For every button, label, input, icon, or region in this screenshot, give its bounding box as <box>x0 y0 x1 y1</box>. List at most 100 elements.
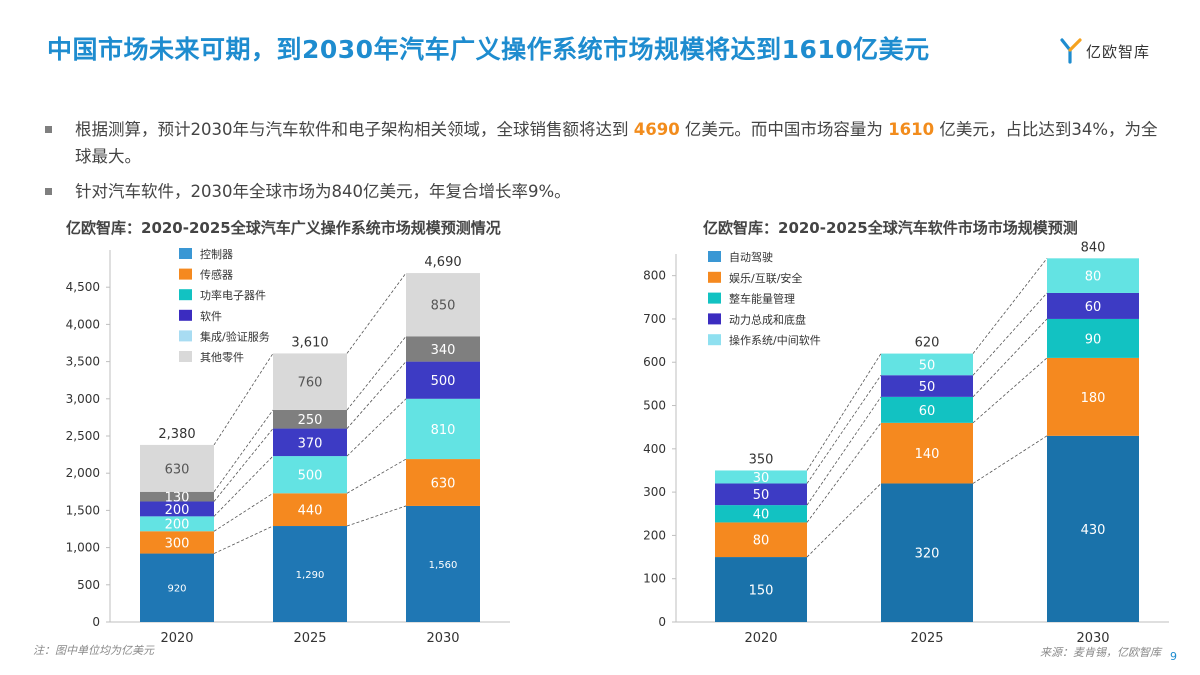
data-label: 150 <box>749 583 774 598</box>
bar-segment <box>140 501 214 517</box>
connector-line <box>346 458 407 494</box>
data-label: 80 <box>753 534 770 549</box>
bar-segment <box>140 491 214 502</box>
page-title: 中国市场未来可期，到2030年汽车广义操作系统市场规模将达到1610亿美元 <box>47 35 930 64</box>
footnote: 注：图中单位均为亿美元 <box>33 644 154 657</box>
bar-segment <box>273 428 347 457</box>
data-label: 1,290 <box>296 570 325 581</box>
bar-segment <box>881 353 973 376</box>
connector-line <box>806 374 882 484</box>
data-label: 90 <box>1085 332 1102 347</box>
bar-segment <box>406 459 480 506</box>
bullet-text: 亿美元。而中国市场容量为 <box>679 120 889 139</box>
data-label: 440 <box>298 504 323 519</box>
connector-line <box>972 435 1048 484</box>
data-label: 630 <box>431 476 456 491</box>
y-tick-label: 1,000 <box>66 541 100 555</box>
bar-segment <box>406 273 480 337</box>
bar-segment <box>715 505 807 523</box>
bullet-list: 根据测算，预计2030年与汽车软件和电子架构相关领域，全球销售额将达到 4690… <box>45 116 1165 213</box>
x-tick-label: 2025 <box>910 631 943 646</box>
data-label: 630 <box>165 462 190 477</box>
total-label: 840 <box>1081 240 1106 255</box>
data-label: 40 <box>753 508 770 523</box>
legend-label: 功率电子器件 <box>200 288 266 302</box>
legend-swatch <box>708 292 721 304</box>
logo-text: 亿欧智库 <box>1086 42 1151 61</box>
y-tick-label: 800 <box>643 269 666 283</box>
y-tick-label: 100 <box>643 572 666 586</box>
y-tick-label: 3,500 <box>66 355 100 369</box>
bar-segment <box>406 336 480 362</box>
y-tick-label: 2,000 <box>66 466 100 480</box>
legend-swatch <box>708 271 721 283</box>
source-note: 来源：麦肯锡，亿欧智库 <box>1040 646 1161 659</box>
bar-segment <box>140 531 214 554</box>
legend-swatch <box>179 289 192 301</box>
legend-label: 其他零件 <box>200 351 244 364</box>
bar-segment <box>881 422 973 484</box>
bullet-item-1: 根据测算，预计2030年与汽车软件和电子架构相关领域，全球销售额将达到 4690… <box>45 116 1165 170</box>
chart-right-title: 亿欧智库：2020-2025全球汽车软件市场市场规模预测 <box>703 219 1078 237</box>
y-tick-label: 300 <box>643 485 666 499</box>
bar-segment <box>715 470 807 484</box>
bar-segment <box>881 396 973 423</box>
connector-line <box>806 483 882 558</box>
data-label: 30 <box>753 471 770 486</box>
highlight-china-market: 1610 <box>888 120 935 139</box>
data-label: 500 <box>431 374 456 389</box>
data-label: 250 <box>298 413 323 428</box>
connector-line <box>213 428 274 502</box>
y-tick-label: 4,000 <box>66 317 100 331</box>
bar-segment <box>273 493 347 527</box>
connector-line <box>213 353 274 446</box>
logo-mark-icon <box>1060 38 1082 64</box>
connector-line <box>213 525 274 554</box>
data-label: 810 <box>431 423 456 438</box>
connector-line <box>972 318 1048 398</box>
y-tick-label: 600 <box>643 355 666 369</box>
legend-label: 软件 <box>200 309 222 323</box>
bullet-square-icon <box>45 188 52 195</box>
total-label: 2,380 <box>158 427 195 442</box>
bar-segment <box>1047 258 1139 293</box>
bullet-text: 亿美元，占比达到34%，为全球最大。 <box>75 120 1158 166</box>
bar-segment <box>140 516 214 532</box>
bar-segment <box>273 456 347 494</box>
data-label: 50 <box>919 380 936 395</box>
legend-label: 传感器 <box>200 269 233 282</box>
total-label: 4,690 <box>424 255 461 270</box>
legend-swatch <box>179 351 192 362</box>
legend-label: 娱乐/互联/安全 <box>729 271 802 285</box>
y-tick-label: 4,500 <box>66 280 100 294</box>
legend-label: 控制器 <box>200 247 233 261</box>
legend-label: 集成/验证服务 <box>200 329 270 343</box>
data-label: 850 <box>431 299 456 314</box>
data-label: 140 <box>915 447 940 462</box>
legend-swatch <box>179 309 192 321</box>
bar-segment <box>273 409 347 429</box>
bar-segment <box>406 361 480 399</box>
bullet-square-icon <box>45 126 52 133</box>
y-tick-label: 0 <box>658 615 666 629</box>
page-number: 9 <box>1170 650 1177 663</box>
data-label: 60 <box>919 404 936 419</box>
connector-line <box>972 258 1048 354</box>
total-label: 620 <box>915 336 940 351</box>
data-label: 920 <box>167 584 186 595</box>
legend-swatch <box>708 334 721 346</box>
connector-line <box>346 336 407 411</box>
x-tick-label: 2030 <box>1076 631 1109 646</box>
logo: 亿欧智库 <box>1060 36 1150 66</box>
data-label: 370 <box>298 436 323 451</box>
data-label: 200 <box>165 503 190 518</box>
connector-line <box>213 409 274 493</box>
connector-line <box>972 357 1048 424</box>
bar-segment <box>715 557 807 622</box>
y-tick-label: 0 <box>92 615 100 629</box>
connector-line <box>806 422 882 523</box>
y-tick-label: 200 <box>643 528 666 542</box>
data-label: 320 <box>915 547 940 562</box>
y-tick-label: 2,500 <box>66 429 100 443</box>
